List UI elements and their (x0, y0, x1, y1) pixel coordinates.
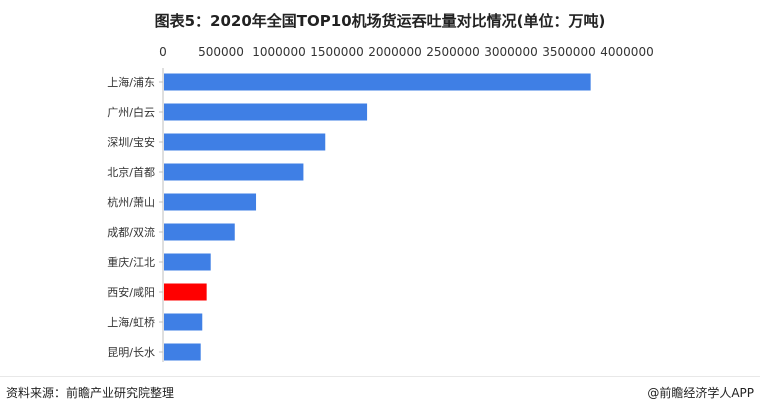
category-label: 广州/白云 (107, 105, 155, 119)
category-label: 西安/咸阳 (107, 285, 155, 299)
x-tick-label: 2500000 (426, 45, 479, 59)
x-tick-label: 0 (159, 45, 167, 59)
category-label: 上海/虹桥 (107, 315, 155, 329)
x-tick-label: 1500000 (310, 45, 363, 59)
bar (164, 253, 211, 271)
category-label: 北京/首都 (107, 165, 155, 179)
category-label: 重庆/江北 (107, 255, 155, 269)
bar (164, 133, 326, 151)
brand-label: @前瞻经济学人APP (647, 386, 754, 400)
category-label: 杭州/萧山 (107, 195, 155, 209)
category-label: 上海/浦东 (107, 75, 155, 89)
bar (164, 103, 368, 121)
category-label: 成都/双流 (107, 225, 155, 239)
bar (164, 163, 304, 181)
x-tick-label: 1000000 (252, 45, 305, 59)
bar (164, 223, 235, 241)
footer-divider (0, 376, 760, 377)
bar (164, 283, 207, 301)
x-tick-label: 2000000 (368, 45, 421, 59)
bar (164, 193, 257, 211)
x-tick-label: 500000 (198, 45, 244, 59)
bar (164, 343, 201, 361)
x-tick-label: 4000000 (600, 45, 653, 59)
chart-title: 图表5：2020年全国TOP10机场货运吞吐量对比情况(单位：万吨) (154, 12, 606, 30)
bar (164, 313, 203, 331)
bar (164, 73, 591, 91)
category-label: 深圳/宝安 (107, 135, 155, 149)
x-tick-label: 3000000 (484, 45, 537, 59)
source-note: 资料来源：前瞻产业研究院整理 (6, 386, 175, 400)
x-tick-label: 3500000 (542, 45, 595, 59)
category-label: 昆明/长水 (107, 346, 155, 359)
